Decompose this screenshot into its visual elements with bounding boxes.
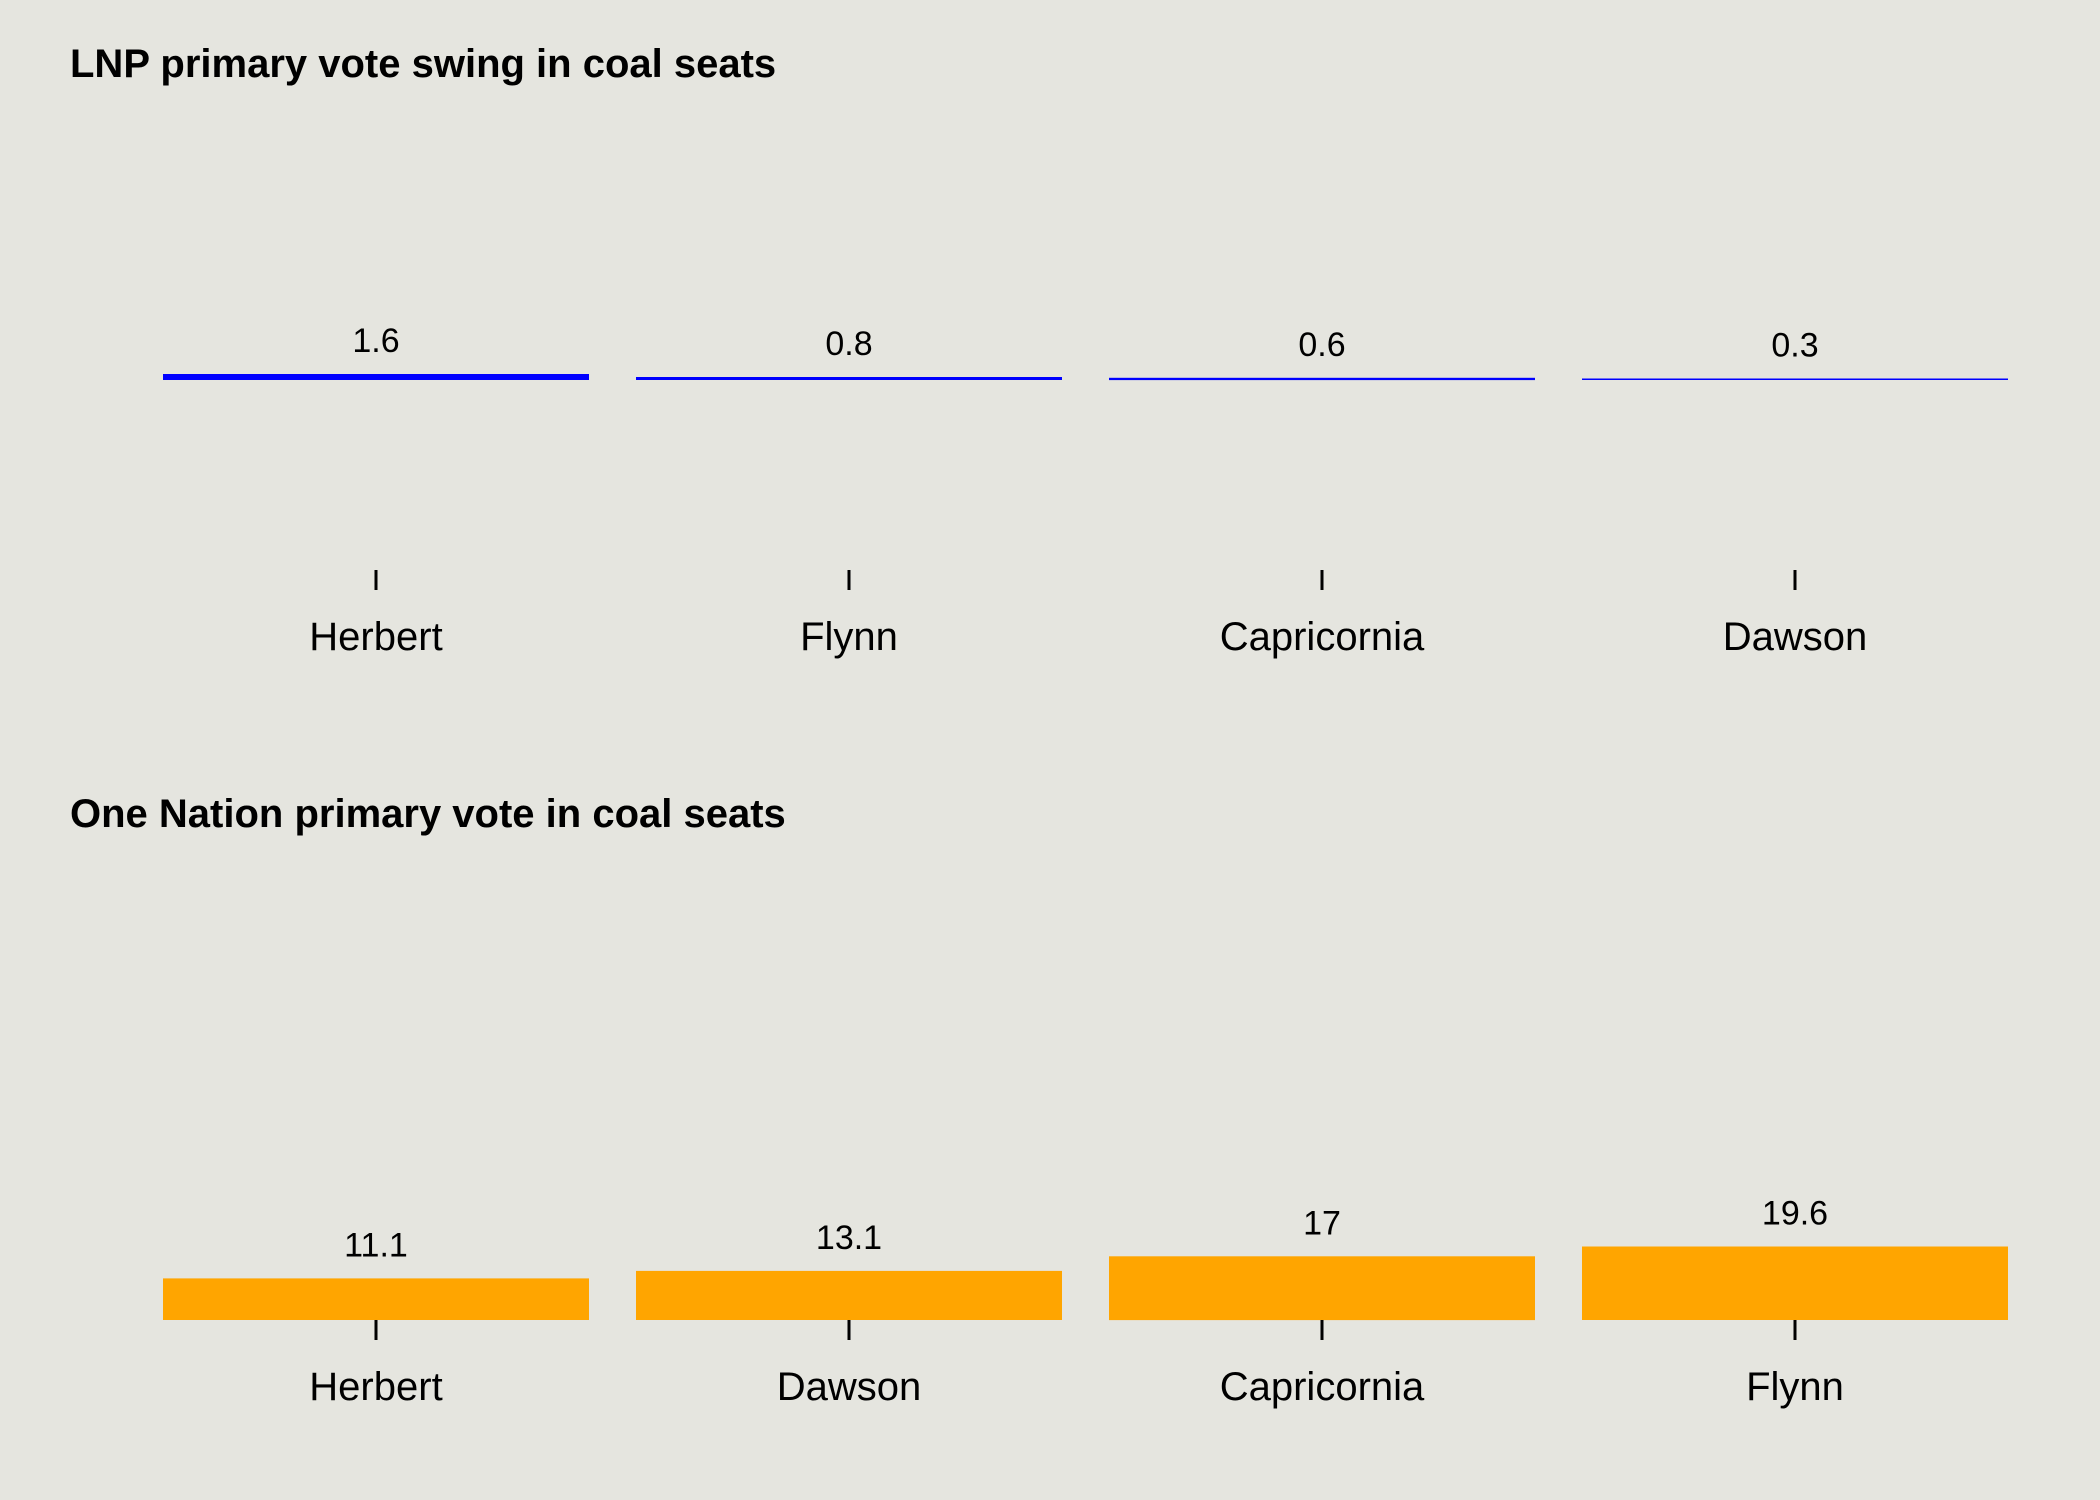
x-tick-label-dawson: Dawson (777, 1365, 922, 1409)
bar-herbert (163, 1278, 589, 1320)
x-tick-label-herbert: Herbert (309, 1365, 442, 1409)
chart-title: One Nation primary vote in coal seats (70, 792, 786, 836)
x-tick-label-capricornia: Capricornia (1220, 615, 1425, 659)
one-nation-vote-plot: 11.1 Herbert 13.1 Dawson 17 Capricornia 19.6 Fl… (163, 1195, 2008, 1409)
bar-dawson (636, 1270, 1062, 1320)
bar-flynn (636, 377, 1062, 380)
x-tick-label-dawson: Dawson (1723, 615, 1868, 659)
data-label-herbert: 11.1 (344, 1226, 408, 1264)
data-label-herbert: 1.6 (352, 322, 399, 360)
data-label-dawson: 13.1 (816, 1219, 882, 1257)
bar-capricornia (1109, 377, 1535, 381)
x-tick-label-flynn: Flynn (800, 615, 898, 659)
x-tick-label-herbert: Herbert (309, 615, 442, 659)
x-tick-label-capricornia: Capricornia (1220, 1365, 1425, 1409)
data-label-flynn: 19.6 (1762, 1195, 1828, 1233)
lnp-swing-chart: LNP primary vote swing in coal seats 1.6… (70, 42, 2008, 659)
lnp-swing-plot: 1.6 Herbert 0.8 Flynn 0.6 Capricornia 0.3 Dawso… (163, 322, 2008, 659)
data-label-capricornia: 0.6 (1298, 326, 1345, 364)
x-tick-label-flynn: Flynn (1746, 1365, 1844, 1409)
one-nation-vote-chart: One Nation primary vote in coal seats 11… (0, 750, 2100, 1500)
data-label-capricornia: 17 (1303, 1204, 1341, 1242)
bar-herbert (163, 374, 589, 380)
chart-title: LNP primary vote swing in coal seats (70, 42, 777, 86)
bar-flynn (1582, 1246, 2008, 1320)
bar-dawson (1582, 378, 2008, 380)
data-label-flynn: 0.8 (825, 325, 872, 363)
data-label-dawson: 0.3 (1771, 327, 1818, 365)
bar-capricornia (1109, 1256, 1535, 1321)
